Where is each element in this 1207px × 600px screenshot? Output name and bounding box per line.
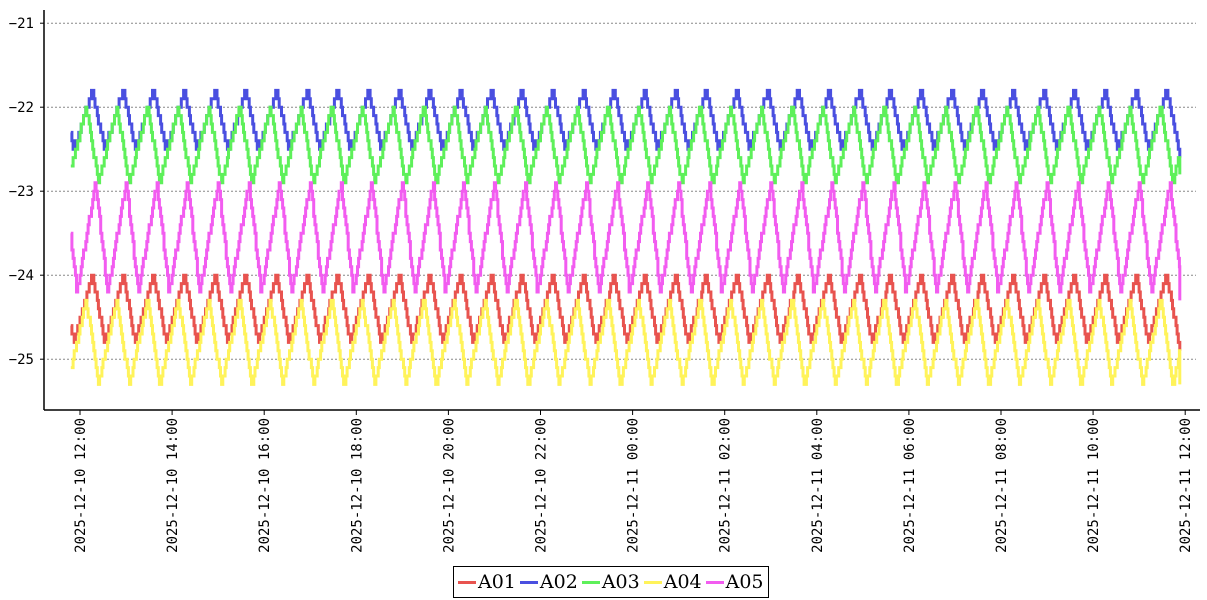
legend-item-a04[interactable]: A04: [642, 567, 702, 597]
legend-label: A04: [663, 571, 702, 593]
gridlines: [47, 22, 1196, 360]
y-ticks: −21 −22 −23 −24 −25: [9, 16, 44, 368]
legend-label: A05: [725, 571, 764, 593]
y-tick-label: −23: [9, 184, 34, 200]
series-line-a05: [70, 181, 1182, 301]
x-tick-label: 2025-12-11 06:00: [902, 418, 918, 553]
legend: A01 A02 A03 A04 A05: [453, 566, 769, 598]
series-line-a03: [70, 105, 1182, 185]
axes: [43, 10, 1200, 411]
y-tick-label: −24: [9, 268, 34, 284]
x-tick-label: 2025-12-11 02:00: [718, 418, 734, 553]
x-tick-label: 2025-12-10 14:00: [165, 418, 181, 553]
legend-swatch: [705, 580, 724, 584]
legend-item-a01[interactable]: A01: [456, 567, 516, 597]
y-tick-label: −25: [9, 352, 34, 368]
legend-swatch: [581, 580, 600, 584]
y-tick-label: −22: [9, 100, 34, 116]
x-tick-label: 2025-12-10 20:00: [441, 418, 457, 553]
x-tick-label: 2025-12-10 18:00: [349, 418, 365, 553]
x-tick-label: 2025-12-11 12:00: [1178, 418, 1194, 553]
legend-swatch: [519, 580, 538, 584]
legend-label: A02: [539, 571, 578, 593]
legend-item-a05[interactable]: A05: [704, 567, 764, 597]
legend-swatch: [643, 580, 662, 584]
x-ticks: 2025-12-10 12:00 2025-12-10 14:00 2025-12-…: [73, 410, 1194, 553]
legend-item-a03[interactable]: A03: [580, 567, 640, 597]
x-tick-label: 2025-12-10 16:00: [257, 418, 273, 553]
x-tick-label: 2025-12-10 22:00: [534, 418, 550, 553]
series-line-a04: [70, 298, 1182, 386]
y-tick-label: −21: [9, 16, 34, 32]
x-tick-label: 2025-12-11 00:00: [626, 418, 642, 553]
x-tick-label: 2025-12-11 08:00: [994, 418, 1010, 553]
x-tick-label: 2025-12-11 10:00: [1086, 418, 1102, 553]
legend-item-a02[interactable]: A02: [518, 567, 578, 597]
legend-swatch: [458, 580, 476, 584]
series-lines: [70, 88, 1182, 386]
legend-label: A01: [478, 571, 516, 593]
legend-label: A03: [601, 571, 640, 593]
x-tick-label: 2025-12-10 12:00: [73, 418, 89, 553]
x-tick-label: 2025-12-11 04:00: [810, 418, 826, 553]
